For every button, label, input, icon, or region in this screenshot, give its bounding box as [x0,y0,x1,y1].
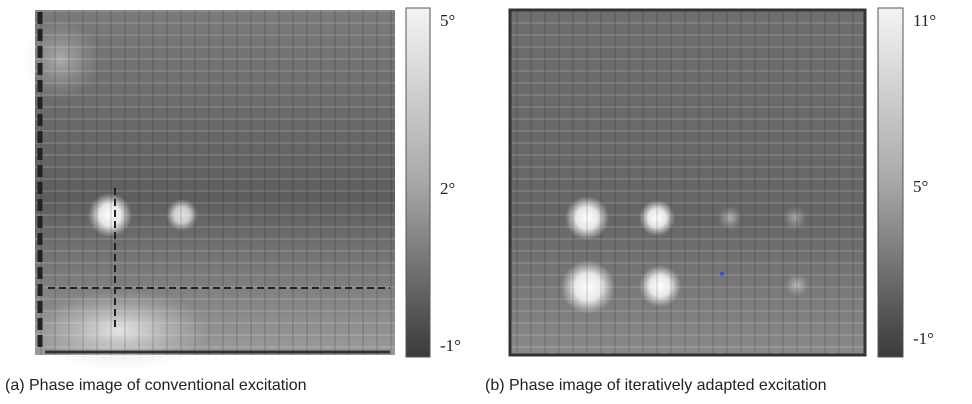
caption: (b) Phase image of iteratively adapted e… [485,377,827,394]
colorbar-a [405,7,431,358]
colorbar-label: 5° [913,177,928,196]
phase-image-b [508,8,867,357]
colorbar-label: 5° [440,11,455,30]
colorbar-label: 2° [440,179,455,198]
caption: (a) Phase image of conventional excitati… [5,377,307,394]
colorbar-label: -1° [440,336,461,355]
colorbar-label: 11° [913,11,936,30]
phase-image-a [20,10,395,370]
colorbar-label: -1° [913,329,934,348]
colorbar-b [877,7,904,358]
